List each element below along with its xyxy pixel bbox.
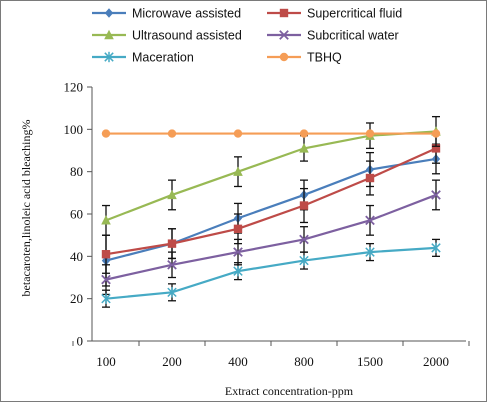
data-point [431,144,441,153]
data-point [431,242,441,254]
legend-swatch-marker [104,51,114,63]
data-point [365,173,375,183]
legend-label: Microwave assisted [132,7,241,21]
x-tick-label: 100 [96,354,116,369]
legend-swatch-marker [279,30,289,40]
legend-label: Subcritical water [307,29,399,43]
data-point [167,189,177,200]
data-point [233,129,243,138]
data-point [167,239,177,248]
data-point [233,247,243,257]
y-tick-label: 120 [64,80,84,95]
y-tick-label: 20 [70,291,83,306]
data-point [299,143,309,153]
y-tick-label: 0 [77,334,84,349]
series-line [105,193,437,281]
data-point [365,215,375,226]
data-point [233,166,243,176]
legend-label: Ultrasound assisted [132,29,242,43]
legend-item: Ultrasound assisted [92,29,242,43]
marker-stroke [233,247,243,257]
data-point [101,274,111,285]
legend-label: Maceration [132,51,194,65]
y-tick-label: 80 [70,164,83,179]
marker-stroke [167,259,177,270]
data-point [101,129,111,138]
data-point [431,129,441,138]
y-ticks: 0 20 40 60 80 100 120 [64,80,92,349]
marker-stroke [279,30,289,40]
data-point [101,293,111,304]
y-tick-label: 60 [70,207,83,222]
data-point [101,215,111,225]
legend-item: Supercritical fluid [267,7,402,21]
marker-stroke [365,215,375,226]
data-point [167,259,177,270]
marker-stroke [431,190,441,200]
legend-label: TBHQ [307,51,342,65]
y-tick-label: 100 [64,122,84,137]
data-point [365,246,375,258]
data-point [299,255,309,266]
data-point [167,129,177,138]
legend-swatch-marker [279,8,289,18]
data-point [365,129,375,138]
legend-swatch-marker [104,29,114,40]
data-point [299,129,309,138]
series-maceration [101,238,441,308]
data-point [167,287,177,298]
x-tick-label: 400 [228,354,248,369]
data-point [101,250,111,259]
legend-item: Microwave assisted [92,7,241,21]
data-point [299,201,309,210]
legend-swatch-marker [279,52,289,62]
series-supercritical-fluid [101,132,441,274]
x-axis-title: Extract concentration-ppm [225,384,354,398]
y-tick-label: 40 [70,249,83,264]
legend: Microwave assisted Supercritical fluid Ult… [92,7,402,65]
x-tick-label: 200 [162,354,182,369]
series-line [105,147,437,256]
series-group [101,115,441,308]
x-tick-label: 2000 [423,354,449,369]
series-tbhq [101,129,441,138]
legend-item: Subcritical water [267,29,399,43]
y-axis-title: betacaroten,linoleic acid bleaching% [19,120,33,297]
marker-stroke [101,274,111,285]
data-point [233,265,243,277]
x-tick-label: 1500 [357,354,383,369]
x-tick-label: 800 [294,354,314,369]
data-point [233,224,243,234]
series-line [105,246,437,300]
marker-stroke [299,234,309,245]
data-point [299,234,309,245]
legend-swatch-marker [104,8,114,18]
data-point [431,190,441,200]
series-line [105,130,437,222]
series-subcritical-water [101,179,441,296]
legend-item: TBHQ [267,51,342,65]
x-ticks: 100 200 400 800 1500 2000 [72,341,470,369]
legend-label: Supercritical fluid [307,7,402,21]
axes: 0 20 40 60 80 100 120 100 200 400 800 1500 2000 [64,80,470,369]
legend-item: Maceration [92,51,194,65]
